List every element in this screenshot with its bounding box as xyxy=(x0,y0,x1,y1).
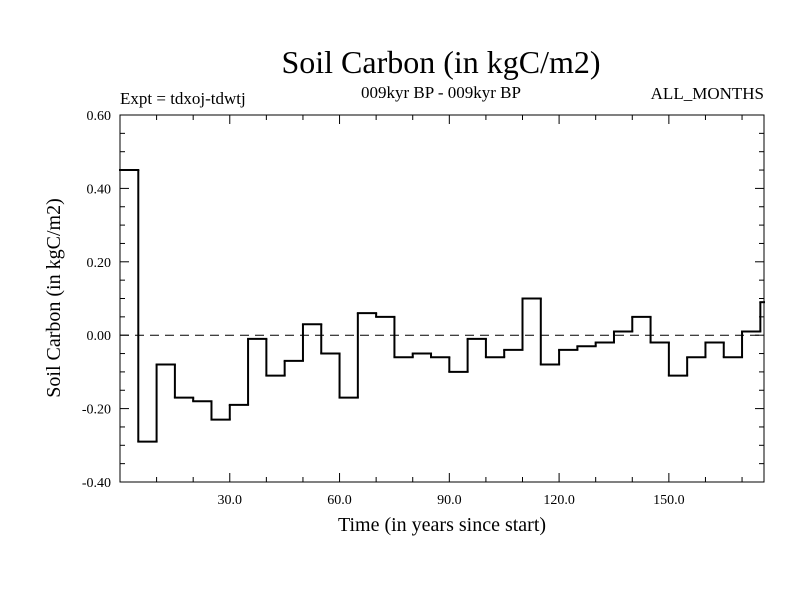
x-tick-label: 90.0 xyxy=(437,493,462,508)
x-tick-label: 150.0 xyxy=(653,493,685,508)
tick-labels: -0.40 -0.20 0.00 0.20 0.40 0.60 30.0 60.0 90.0 12… xyxy=(82,109,685,508)
months-label: ALL_MONTHS xyxy=(651,84,764,103)
period-label: 009kyr BP - 009kyr BP xyxy=(361,83,521,102)
plot-frame xyxy=(119,114,765,483)
y-tick-label: 0.20 xyxy=(87,256,112,271)
y-tick-label: -0.40 xyxy=(82,476,111,491)
y-tick-label: 0.60 xyxy=(87,109,112,124)
experiment-label: Expt = tdxoj-tdwtj xyxy=(120,89,246,108)
ticks xyxy=(120,114,764,483)
y-tick-label: 0.00 xyxy=(87,329,112,344)
x-tick-label: 120.0 xyxy=(543,493,575,508)
x-tick-label: 30.0 xyxy=(218,493,243,508)
x-axis-label: Time (in years since start) xyxy=(338,514,546,536)
series-group xyxy=(119,169,765,443)
x-tick-label: 60.0 xyxy=(327,493,352,508)
y-tick-label: -0.20 xyxy=(82,403,111,418)
y-axis-label: Soil Carbon (in kgC/m2) xyxy=(43,198,65,397)
chart-title: Soil Carbon (in kgC/m2) xyxy=(281,44,600,80)
y-tick-label: 0.40 xyxy=(87,182,112,197)
